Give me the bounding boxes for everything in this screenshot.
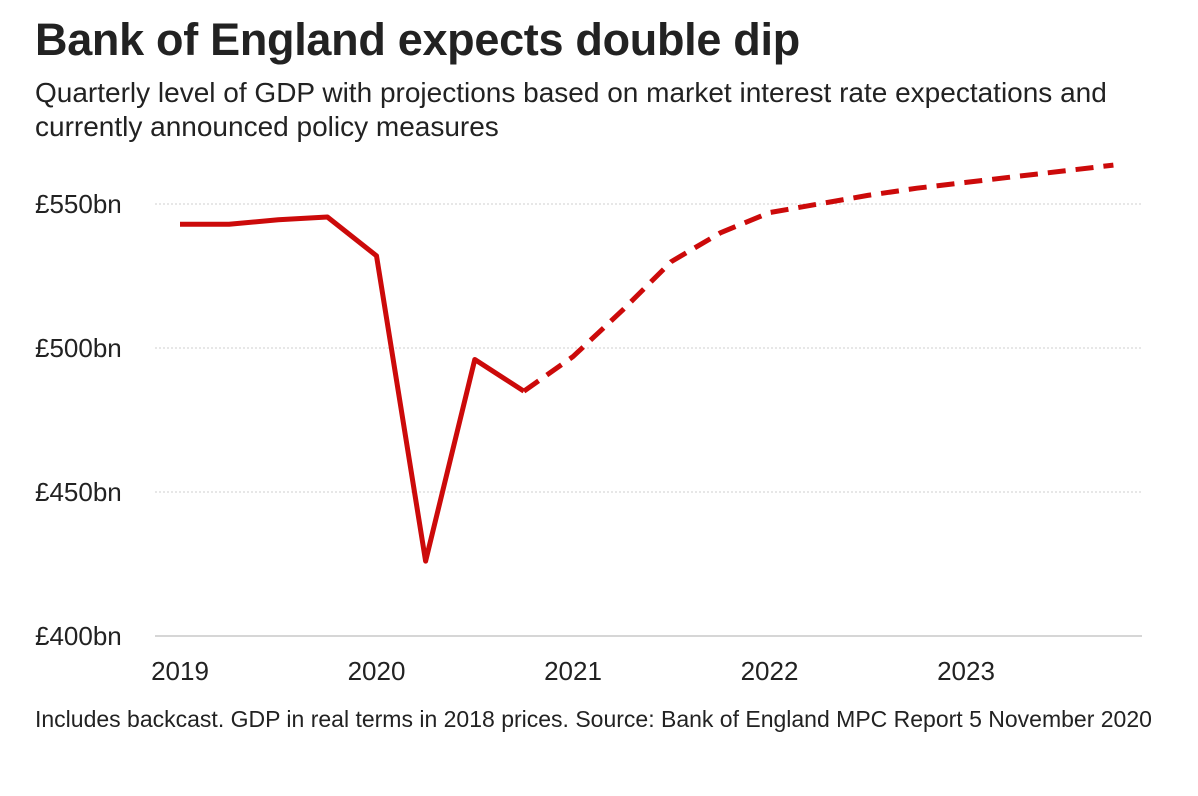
x-tick-label: 2020: [348, 656, 406, 686]
x-tick-label: 2019: [151, 656, 209, 686]
chart-footnote: Includes backcast. GDP in real terms in …: [35, 706, 1152, 732]
y-tick-label: £450bn: [35, 477, 122, 507]
y-tick-label: £550bn: [35, 189, 122, 219]
x-tick-label: 2022: [741, 656, 799, 686]
chart-title: Bank of England expects double dip: [35, 14, 800, 65]
actual-line: [180, 214, 526, 564]
x-tick-label: 2023: [937, 656, 995, 686]
x-tick-label: 2021: [544, 656, 602, 686]
y-tick-label: £500bn: [35, 333, 122, 363]
chart-subtitle: Quarterly level of GDP with projections …: [35, 77, 1107, 142]
projection-line: [522, 162, 1114, 394]
y-tick-label: £400bn: [35, 621, 122, 651]
